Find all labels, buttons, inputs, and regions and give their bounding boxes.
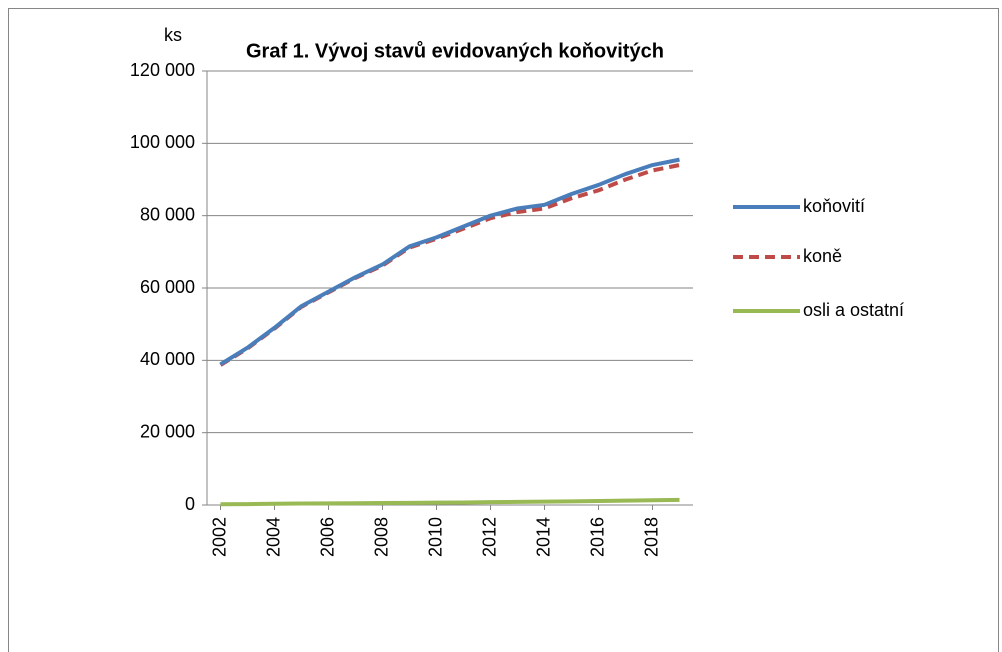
x-tick-label: 2002 bbox=[209, 517, 229, 557]
data-line bbox=[220, 497, 680, 507]
legend-label: osli a ostatní bbox=[803, 300, 904, 320]
x-tick-label: 2014 bbox=[533, 517, 553, 557]
data-line bbox=[219, 163, 680, 367]
legend-label: koňovití bbox=[803, 196, 865, 216]
x-tick-label: 2018 bbox=[641, 517, 661, 557]
y-tick-label: 100 000 bbox=[130, 132, 195, 152]
x-tick-label: 2004 bbox=[263, 517, 283, 557]
y-tick-label: 60 000 bbox=[140, 277, 195, 297]
y-axis-label: ks bbox=[164, 25, 182, 45]
x-tick-label: 2010 bbox=[425, 517, 445, 557]
x-tick-label: 2012 bbox=[479, 517, 499, 557]
y-tick-label: 20 000 bbox=[140, 421, 195, 441]
y-tick-label: 40 000 bbox=[140, 349, 195, 369]
x-tick-label: 2016 bbox=[587, 517, 607, 557]
x-tick-label: 2006 bbox=[317, 517, 337, 557]
y-tick-label: 0 bbox=[185, 494, 195, 514]
data-line bbox=[219, 157, 680, 367]
y-tick-label: 80 000 bbox=[140, 204, 195, 224]
legend-label: koně bbox=[803, 246, 842, 266]
chart-title: Graf 1. Vývoj stavů evidovaných koňovitý… bbox=[246, 40, 664, 62]
y-tick-label: 120 000 bbox=[130, 60, 195, 80]
x-tick-label: 2008 bbox=[371, 517, 391, 557]
chart-frame bbox=[8, 8, 999, 652]
